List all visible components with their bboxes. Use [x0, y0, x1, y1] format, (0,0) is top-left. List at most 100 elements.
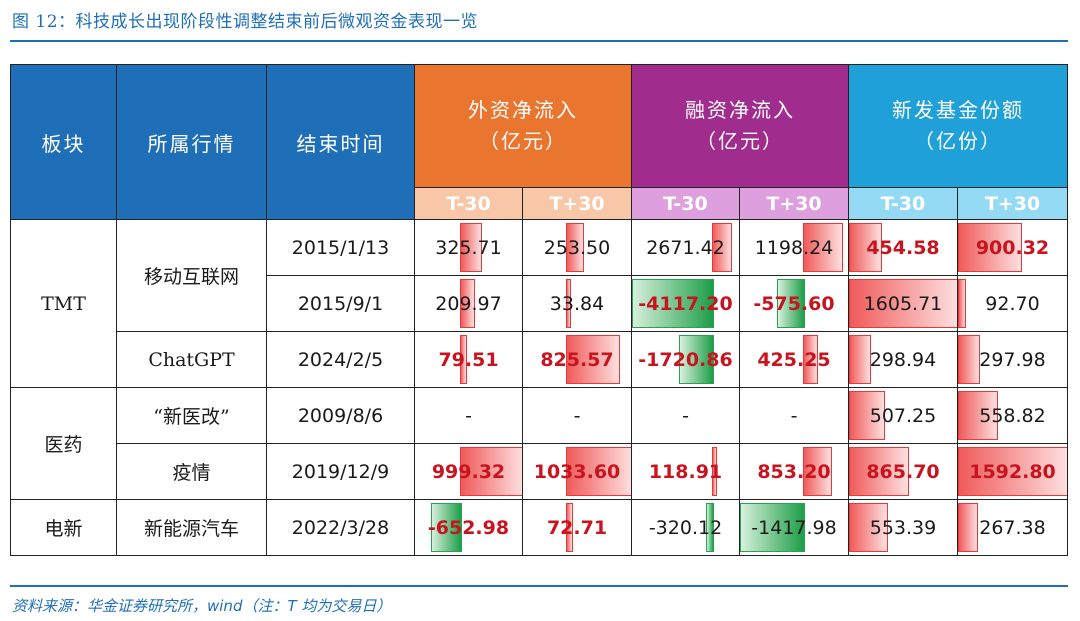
value-cell: -1720.86 [631, 331, 740, 388]
value-cell: -652.98 [414, 499, 523, 556]
negative-data-bar [706, 503, 715, 552]
fund-flow-table: 板块 所属行情 结束时间 外资净流入 （亿元） 融资净流入 （亿元） 新发基金份… [10, 64, 1068, 556]
header-end-date: 结束时间 [266, 64, 415, 220]
value-cell: 507.25 [848, 387, 958, 444]
table-row: TMT 移动互联网 2015/1/13 325.71 253.50 2671.42 1198… [10, 219, 1068, 388]
value-text: 558.82 [979, 404, 1046, 427]
table-row: 电新 新能源汽车 2022/3/28 -652.98 72.71 -320.12 -1417… [10, 499, 1068, 556]
value-cell: - [631, 387, 740, 444]
value-text: - [465, 404, 472, 427]
value-text: - [790, 404, 798, 427]
value-cell: 253.50 [522, 219, 632, 276]
value-text: 507.25 [869, 404, 937, 427]
value-cell: 1198.24 [739, 219, 849, 276]
theme-cell: 疫情 [116, 443, 267, 500]
positive-data-bar [566, 279, 572, 328]
end-date-cell: 2019/12/9 [266, 443, 415, 500]
value-cell: 999.32 [414, 443, 523, 500]
value-cell: 79.51 [414, 331, 523, 388]
theme-cell: 新能源汽车 [116, 499, 267, 556]
value-text: 425.25 [757, 348, 831, 371]
value-cell: 1033.60 [522, 443, 632, 500]
value-text: 454.58 [866, 236, 940, 259]
value-text: 865.70 [866, 460, 940, 483]
top-rule [10, 40, 1068, 42]
negative-data-bar [632, 279, 715, 328]
value-text: 853.20 [757, 460, 831, 483]
value-cell: 900.32 [957, 219, 1068, 276]
sector-cell: TMT [10, 219, 117, 388]
value-cell: 325.71 [414, 219, 523, 276]
positive-data-bar [459, 335, 467, 384]
value-text: 72.71 [546, 516, 608, 539]
value-text: 1605.71 [863, 292, 943, 315]
value-text: 900.32 [975, 236, 1050, 259]
value-cell: -4117.20 [631, 275, 740, 332]
header-margin-inflow: 融资净流入 （亿元） [631, 64, 849, 188]
value-cell: - [522, 387, 632, 444]
value-text: 1592.80 [969, 460, 1056, 483]
value-cell: 425.25 [739, 331, 849, 388]
header-foreign-title: 外资净流入 [468, 98, 578, 122]
theme-cell: “新医改” [116, 387, 267, 444]
value-text: 298.94 [869, 348, 937, 371]
positive-data-bar [958, 503, 979, 552]
positive-data-bar [849, 335, 872, 384]
table-row: ChatGPT 2024/2/5 79.51 825.57 -1720.86 425.25… [11, 331, 1068, 388]
positive-data-bar [802, 335, 819, 384]
value-cell: 825.57 [522, 331, 632, 388]
value-text: - [573, 404, 581, 427]
positive-data-bar [459, 447, 522, 496]
value-text: 92.70 [985, 292, 1040, 315]
positive-data-bar [712, 223, 732, 272]
value-text: 209.97 [435, 292, 502, 315]
value-cell: 558.82 [957, 387, 1068, 444]
table-row: 医药 “新医改” 2009/8/6 - - - - 507.25 558.82 [10, 387, 1068, 500]
header-new-fund: 新发基金份额 （亿份） [848, 64, 1068, 188]
theme-cell: 移动互联网 [116, 219, 267, 332]
positive-data-bar [712, 447, 718, 496]
sub-header-fund-t-plus: T+30 [957, 187, 1068, 220]
header-margin-unit: （亿元） [696, 129, 784, 153]
positive-data-bar [958, 447, 1067, 496]
end-date-cell: 2009/8/6 [266, 387, 415, 444]
value-cell: 2671.42 [631, 219, 740, 276]
positive-data-bar [958, 391, 999, 440]
value-text: 325.71 [435, 236, 502, 259]
value-text: -1417.98 [751, 516, 837, 539]
sub-header-foreign-t-minus: T-30 [414, 187, 523, 220]
positive-data-bar [566, 223, 585, 272]
value-cell: -1417.98 [739, 499, 849, 556]
figure-title: 图 12：科技成长出现阶段性调整结束前后微观资金表现一览 [12, 12, 479, 32]
value-cell: 209.97 [414, 275, 523, 332]
end-date-cell: 2015/9/1 [266, 275, 415, 332]
value-text: 79.51 [438, 348, 499, 371]
value-text: 553.39 [869, 516, 937, 539]
value-text: -4117.20 [638, 292, 733, 315]
positive-data-bar [566, 503, 573, 552]
negative-data-bar [430, 503, 462, 552]
value-cell: 72.71 [522, 499, 632, 556]
value-text: 253.50 [543, 236, 611, 259]
value-cell: 118.91 [631, 443, 740, 500]
header-sector: 板块 [10, 64, 117, 220]
sub-header-margin-t-plus: T+30 [739, 187, 849, 220]
value-text: -320.12 [648, 516, 723, 539]
value-cell: 865.70 [848, 443, 958, 500]
header-margin-title: 融资净流入 [685, 98, 795, 122]
value-cell: -575.60 [739, 275, 849, 332]
value-cell: 92.70 [957, 275, 1068, 332]
sector-cell: 电新 [10, 499, 117, 556]
positive-data-bar [849, 391, 886, 440]
value-text: 1033.60 [533, 460, 621, 483]
table-row: 疫情 2019/12/9 999.32 1033.60 118.91 853.20 865.… [11, 443, 1068, 500]
end-date-cell: 2022/3/28 [266, 499, 415, 556]
value-text: -1720.86 [638, 348, 733, 371]
negative-data-bar [678, 335, 715, 384]
header-foreign-inflow: 外资净流入 （亿元） [414, 64, 632, 188]
header-fund-title: 新发基金份额 [892, 98, 1024, 122]
value-text: - [682, 404, 689, 427]
sub-header-fund-t-minus: T-30 [848, 187, 958, 220]
positive-data-bar [802, 223, 843, 272]
value-text: 118.91 [648, 460, 723, 483]
